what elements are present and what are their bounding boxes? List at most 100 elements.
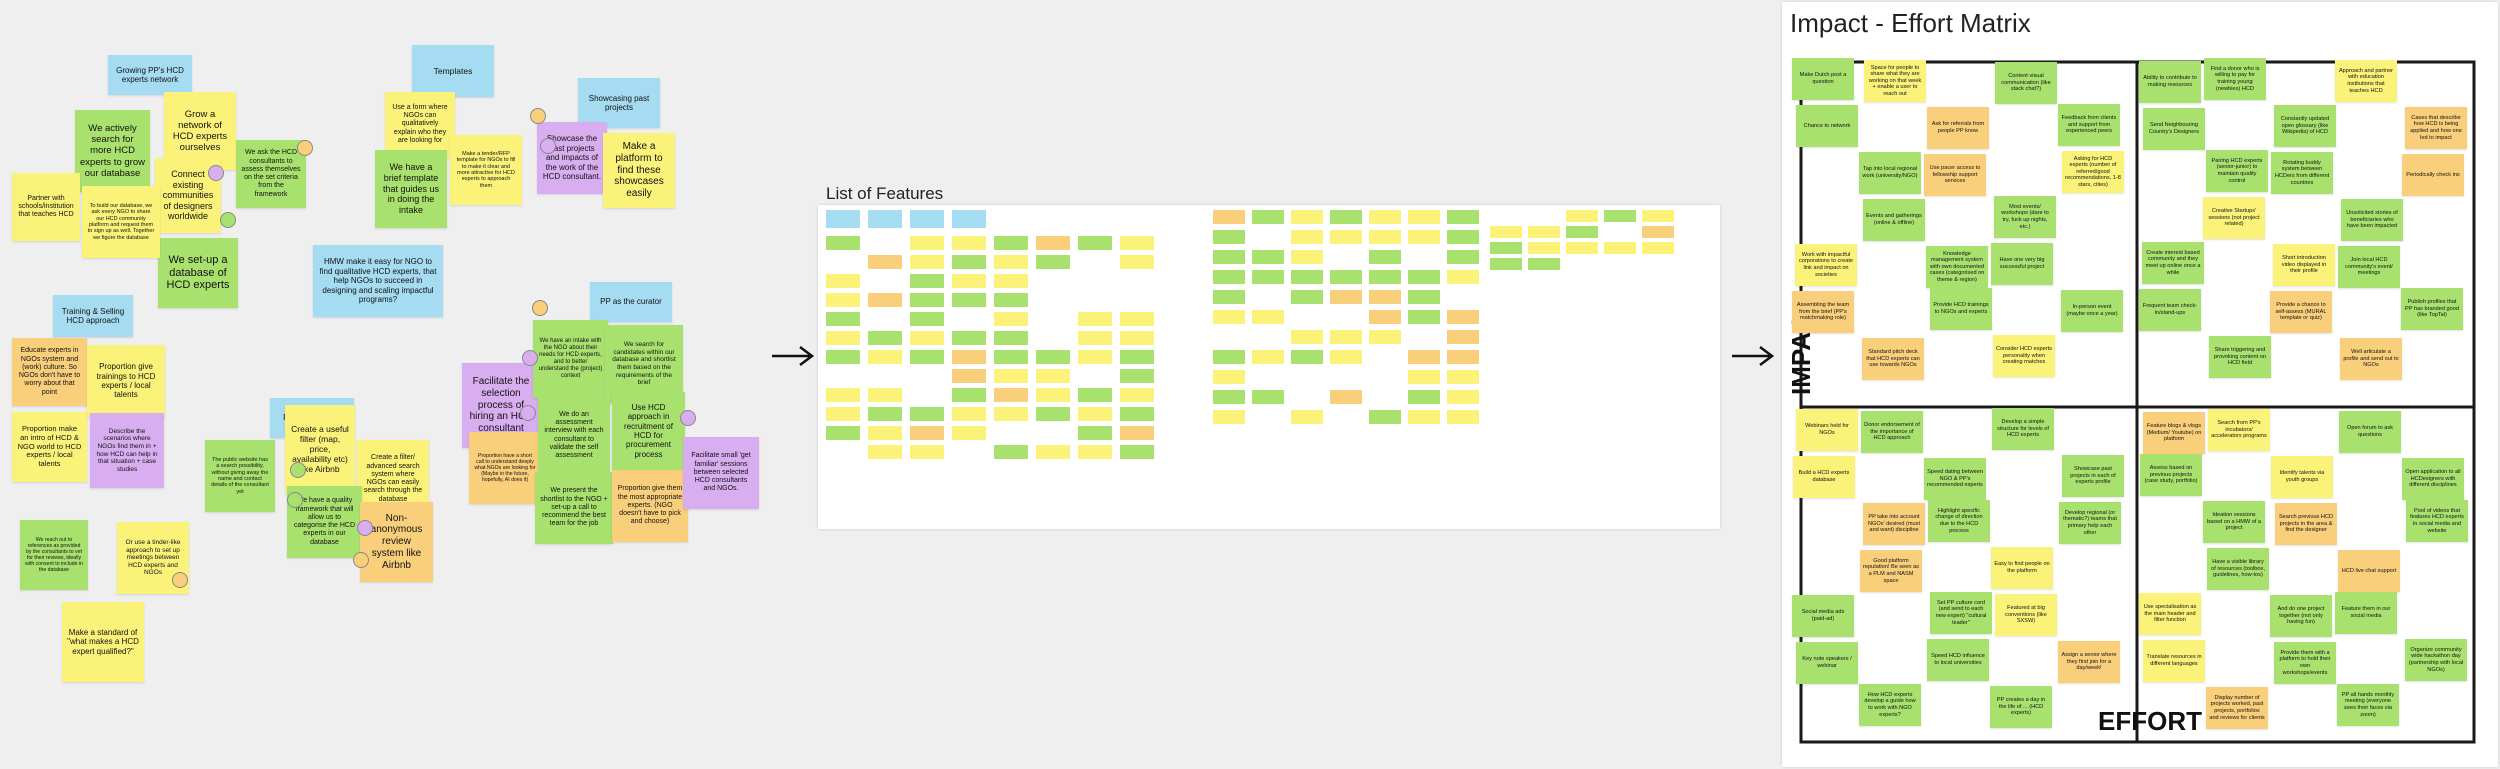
matrix-sticky-note[interactable]: Creative Startups' sessions (not project… [2203, 197, 2265, 239]
matrix-sticky-note[interactable]: Assess based on previous projects (case … [2140, 454, 2202, 496]
matrix-sticky-note[interactable]: Speed HCD influence to local universitie… [1927, 639, 1989, 681]
matrix-sticky-note[interactable]: Have one very big successful project [1991, 243, 2053, 285]
matrix-sticky-note[interactable]: PP take into account NGOs' desired (must… [1863, 503, 1925, 545]
matrix-sticky-note[interactable]: Feature blogs & vlogs (Medium/ Youtube) … [2143, 412, 2205, 454]
matrix-sticky-note[interactable]: Easy to find people on the platform [1991, 547, 2053, 589]
matrix-sticky-note[interactable]: Ideation sessions based on a HMW of a pr… [2203, 501, 2265, 543]
matrix-sticky-note[interactable]: Content visual communication (like stack… [1995, 62, 2057, 104]
matrix-sticky-note[interactable]: Publish profiles that PP has branded goo… [2401, 288, 2463, 330]
sticky-note-useful-filter[interactable]: Create a useful filter (map, price, avai… [285, 405, 355, 493]
matrix-sticky-note[interactable]: Display number of projects worked, past … [2206, 687, 2268, 729]
sticky-note-search-functionality[interactable]: The public website has a search possibil… [205, 440, 275, 512]
matrix-sticky-note[interactable]: Develop a simple structure for levels of… [1992, 408, 2054, 450]
sticky-note-facilitate-small[interactable]: Facilitate small 'get familiar' sessions… [683, 437, 759, 509]
matrix-sticky-note[interactable]: Join local HCD community's event/ meetin… [2338, 246, 2400, 288]
matrix-sticky-note[interactable]: PP creates a day in the life of ... (HCD… [1990, 686, 2052, 728]
matrix-sticky-note[interactable]: Find a donor who is willing to pay for t… [2204, 58, 2266, 100]
matrix-sticky-note[interactable]: Organize community wide hackathon day (p… [2405, 639, 2467, 681]
matrix-sticky-note[interactable]: Develop regional (or thematic?) teams th… [2059, 502, 2121, 544]
matrix-sticky-note[interactable]: Identify talents via youth groups [2271, 456, 2333, 498]
sticky-note-non-anonymous[interactable]: Non-anonymous review system like Airbnb [360, 502, 433, 582]
matrix-sticky-note[interactable]: Provide a chance to self-assess (MURAL t… [2270, 291, 2332, 333]
sticky-note-proportion-trainings[interactable]: Proportion give trainings to HCD experts… [87, 345, 165, 417]
matrix-sticky-note[interactable]: Assign a senior where they first join fo… [2058, 641, 2120, 683]
matrix-sticky-note[interactable]: Short introduction video displayed in th… [2273, 244, 2335, 286]
sticky-note-build-database[interactable]: To build our database, we ask every NGO … [82, 186, 160, 258]
matrix-sticky-note[interactable]: Ability to contribute to making resource… [2139, 61, 2201, 103]
matrix-sticky-note[interactable]: Approach and partner with education inst… [2335, 60, 2397, 102]
matrix-sticky-note[interactable]: HCD live chat support [2338, 550, 2400, 592]
matrix-sticky-note[interactable]: Translate resources in different languag… [2143, 640, 2205, 682]
matrix-sticky-note[interactable]: Feature them in our social media [2335, 592, 2397, 634]
sticky-note-search-candidates[interactable]: We search for candidates within our data… [605, 325, 683, 403]
topic-header-templates[interactable]: Templates [412, 45, 494, 97]
matrix-sticky-note[interactable]: Ask for referrals from people PP know [1927, 107, 1989, 149]
sticky-note-reach-out[interactable]: We reach out to references as provided b… [20, 520, 88, 590]
topic-header-curator[interactable]: PP as the curator [590, 282, 672, 322]
matrix-sticky-note[interactable]: Create interest based community and they… [2142, 242, 2204, 284]
matrix-sticky-note[interactable]: Events and gatherings (online & offline) [1863, 199, 1925, 241]
matrix-sticky-note[interactable]: Search previous HCD projects in the area… [2275, 503, 2337, 545]
matrix-sticky-note[interactable]: Most events/ workshops (dare to try, fuc… [1994, 196, 2056, 238]
matrix-sticky-note[interactable]: Use specialisation as the main header an… [2139, 593, 2201, 635]
matrix-sticky-note[interactable]: Send Neighbouring Country's Designers [2143, 108, 2205, 150]
matrix-sticky-note[interactable]: How HCD experts develop a guide how to w… [1859, 684, 1921, 726]
matrix-sticky-note[interactable]: Unsolicited stories of beneficiaries who… [2341, 199, 2403, 241]
matrix-sticky-note[interactable]: Use pacer access to fellowship support s… [1924, 154, 1986, 196]
matrix-sticky-note[interactable]: Cases that describe how HCD is being app… [2405, 107, 2467, 149]
sticky-note-intake-ngo[interactable]: We have an intake with the NGO about the… [533, 320, 608, 398]
sticky-note-present-shortlist[interactable]: We present the shortlist to the NGO + se… [535, 472, 613, 544]
matrix-sticky-note[interactable]: Showcase past projects in each of expert… [2062, 455, 2124, 497]
sticky-note-set-up-database[interactable]: We set-up a database of HCD experts [158, 238, 238, 308]
matrix-sticky-note[interactable]: Well articulate a profile and send out t… [2340, 338, 2402, 380]
matrix-sticky-note[interactable]: Space for people to share what they are … [1864, 60, 1926, 102]
matrix-sticky-note[interactable]: Standard pitch deck that HCD experts can… [1862, 338, 1924, 380]
matrix-sticky-note[interactable]: Share triggering and provoking content o… [2209, 336, 2271, 378]
matrix-sticky-note[interactable]: Assembling the team from the brief (PP's… [1792, 291, 1854, 333]
sticky-note-partner-schools[interactable]: Partner with schools/institution that te… [12, 173, 80, 241]
matrix-sticky-note[interactable]: Knowledge management system with own doc… [1926, 246, 1988, 288]
sticky-note-ask-consultants[interactable]: We ask the HCD consultants to assess the… [236, 140, 306, 208]
topic-header-growing[interactable]: Growing PP's HCD experts network [108, 55, 192, 95]
matrix-sticky-note[interactable]: Open forum to ask questions [2339, 411, 2401, 453]
sticky-note-actively-search[interactable]: We actively search for more HCD experts … [75, 110, 150, 192]
sticky-note-form-template[interactable]: Use a form where NGOs can qualitatively … [385, 92, 455, 157]
matrix-sticky-note[interactable]: Rotating buddy system between HCDers fro… [2271, 152, 2333, 194]
matrix-sticky-note[interactable]: Constantly updated open glossary (like W… [2274, 105, 2336, 147]
sticky-note-standard[interactable]: Make a standard of "what makes a HCD exp… [62, 602, 144, 682]
matrix-sticky-note[interactable]: Build a HCD experts database [1793, 456, 1855, 498]
topic-header-training[interactable]: Training & Selling HCD approach [53, 295, 133, 337]
matrix-sticky-note[interactable]: Pairing HCD experts (senior-junior) to m… [2206, 150, 2268, 192]
matrix-sticky-note[interactable]: Periodically check ins [2402, 154, 2464, 196]
sticky-note-shortlist-cost[interactable]: Proportion have a short call to understa… [469, 432, 541, 504]
matrix-sticky-note[interactable]: Good platform reputation! Be seen as a P… [1860, 550, 1922, 592]
sticky-note-tender-template[interactable]: Make a tender/RFP template for NGOs to f… [450, 135, 522, 205]
sticky-note-grow-network[interactable]: Grow a network of HCD experts ourselves [164, 92, 236, 170]
sticky-note-platform-showcases[interactable]: Make a platform to find these showcases … [603, 133, 675, 208]
matrix-sticky-note[interactable]: Pool of videos that features HCD experts… [2406, 500, 2468, 542]
sticky-note-describe-scenarios[interactable]: Describe the scenarios where NGOs find t… [90, 413, 164, 488]
matrix-sticky-note[interactable]: Social media ads (paid-ad) [1792, 595, 1854, 637]
matrix-sticky-note[interactable]: Set PP culture cord (and send to each ne… [1930, 592, 1992, 634]
matrix-sticky-note[interactable]: Consider HCD experts personality when cr… [1993, 335, 2055, 377]
matrix-sticky-note[interactable]: PP all hands monthly meeting (everyone s… [2337, 684, 2399, 726]
matrix-sticky-note[interactable]: Speed dating between NGO & PP's recommen… [1924, 458, 1986, 500]
matrix-sticky-note[interactable]: Key note speakers / webinar [1796, 642, 1858, 684]
matrix-sticky-note[interactable]: Have a visible library of resources (too… [2207, 548, 2269, 590]
matrix-sticky-note[interactable]: Frequent team check-in/stand-ups [2139, 289, 2201, 331]
sticky-note-showcase-past[interactable]: Showcase the past projects and impacts o… [537, 122, 607, 194]
matrix-frame[interactable] [1782, 2, 2498, 767]
matrix-sticky-note[interactable]: Search from PP's incubators/ accelerator… [2208, 409, 2270, 451]
matrix-sticky-note[interactable]: Asking for HCD experts (number of referr… [2062, 151, 2124, 193]
topic-header-showcasing[interactable]: Showcasing past projects [578, 78, 660, 128]
matrix-sticky-note[interactable]: Feedback from clients and support from e… [2058, 104, 2120, 146]
matrix-sticky-note[interactable]: Featured at big conventions (like SXSW) [1995, 594, 2057, 636]
sticky-note-use-hcd-approach[interactable]: Use HCD approach in recruitment of HCD f… [612, 392, 685, 470]
sticky-note-assessment-interview[interactable]: We do an assessment interview with each … [538, 398, 610, 473]
matrix-sticky-note[interactable]: Chance to network [1796, 105, 1858, 147]
sticky-note-proportion-intro[interactable]: Proportion make an intro of HCD & NGO wo… [12, 412, 87, 482]
matrix-sticky-note[interactable]: Donor endorsement of the importance of H… [1861, 411, 1923, 453]
sticky-note-quality-framework[interactable]: We have a quality framework that will al… [287, 486, 362, 558]
topic-header-hmw[interactable]: HMW make it easy for NGO to find qualita… [313, 245, 443, 317]
sticky-note-tinder-like[interactable]: Or use a tinder-like approach to set up … [117, 522, 189, 594]
